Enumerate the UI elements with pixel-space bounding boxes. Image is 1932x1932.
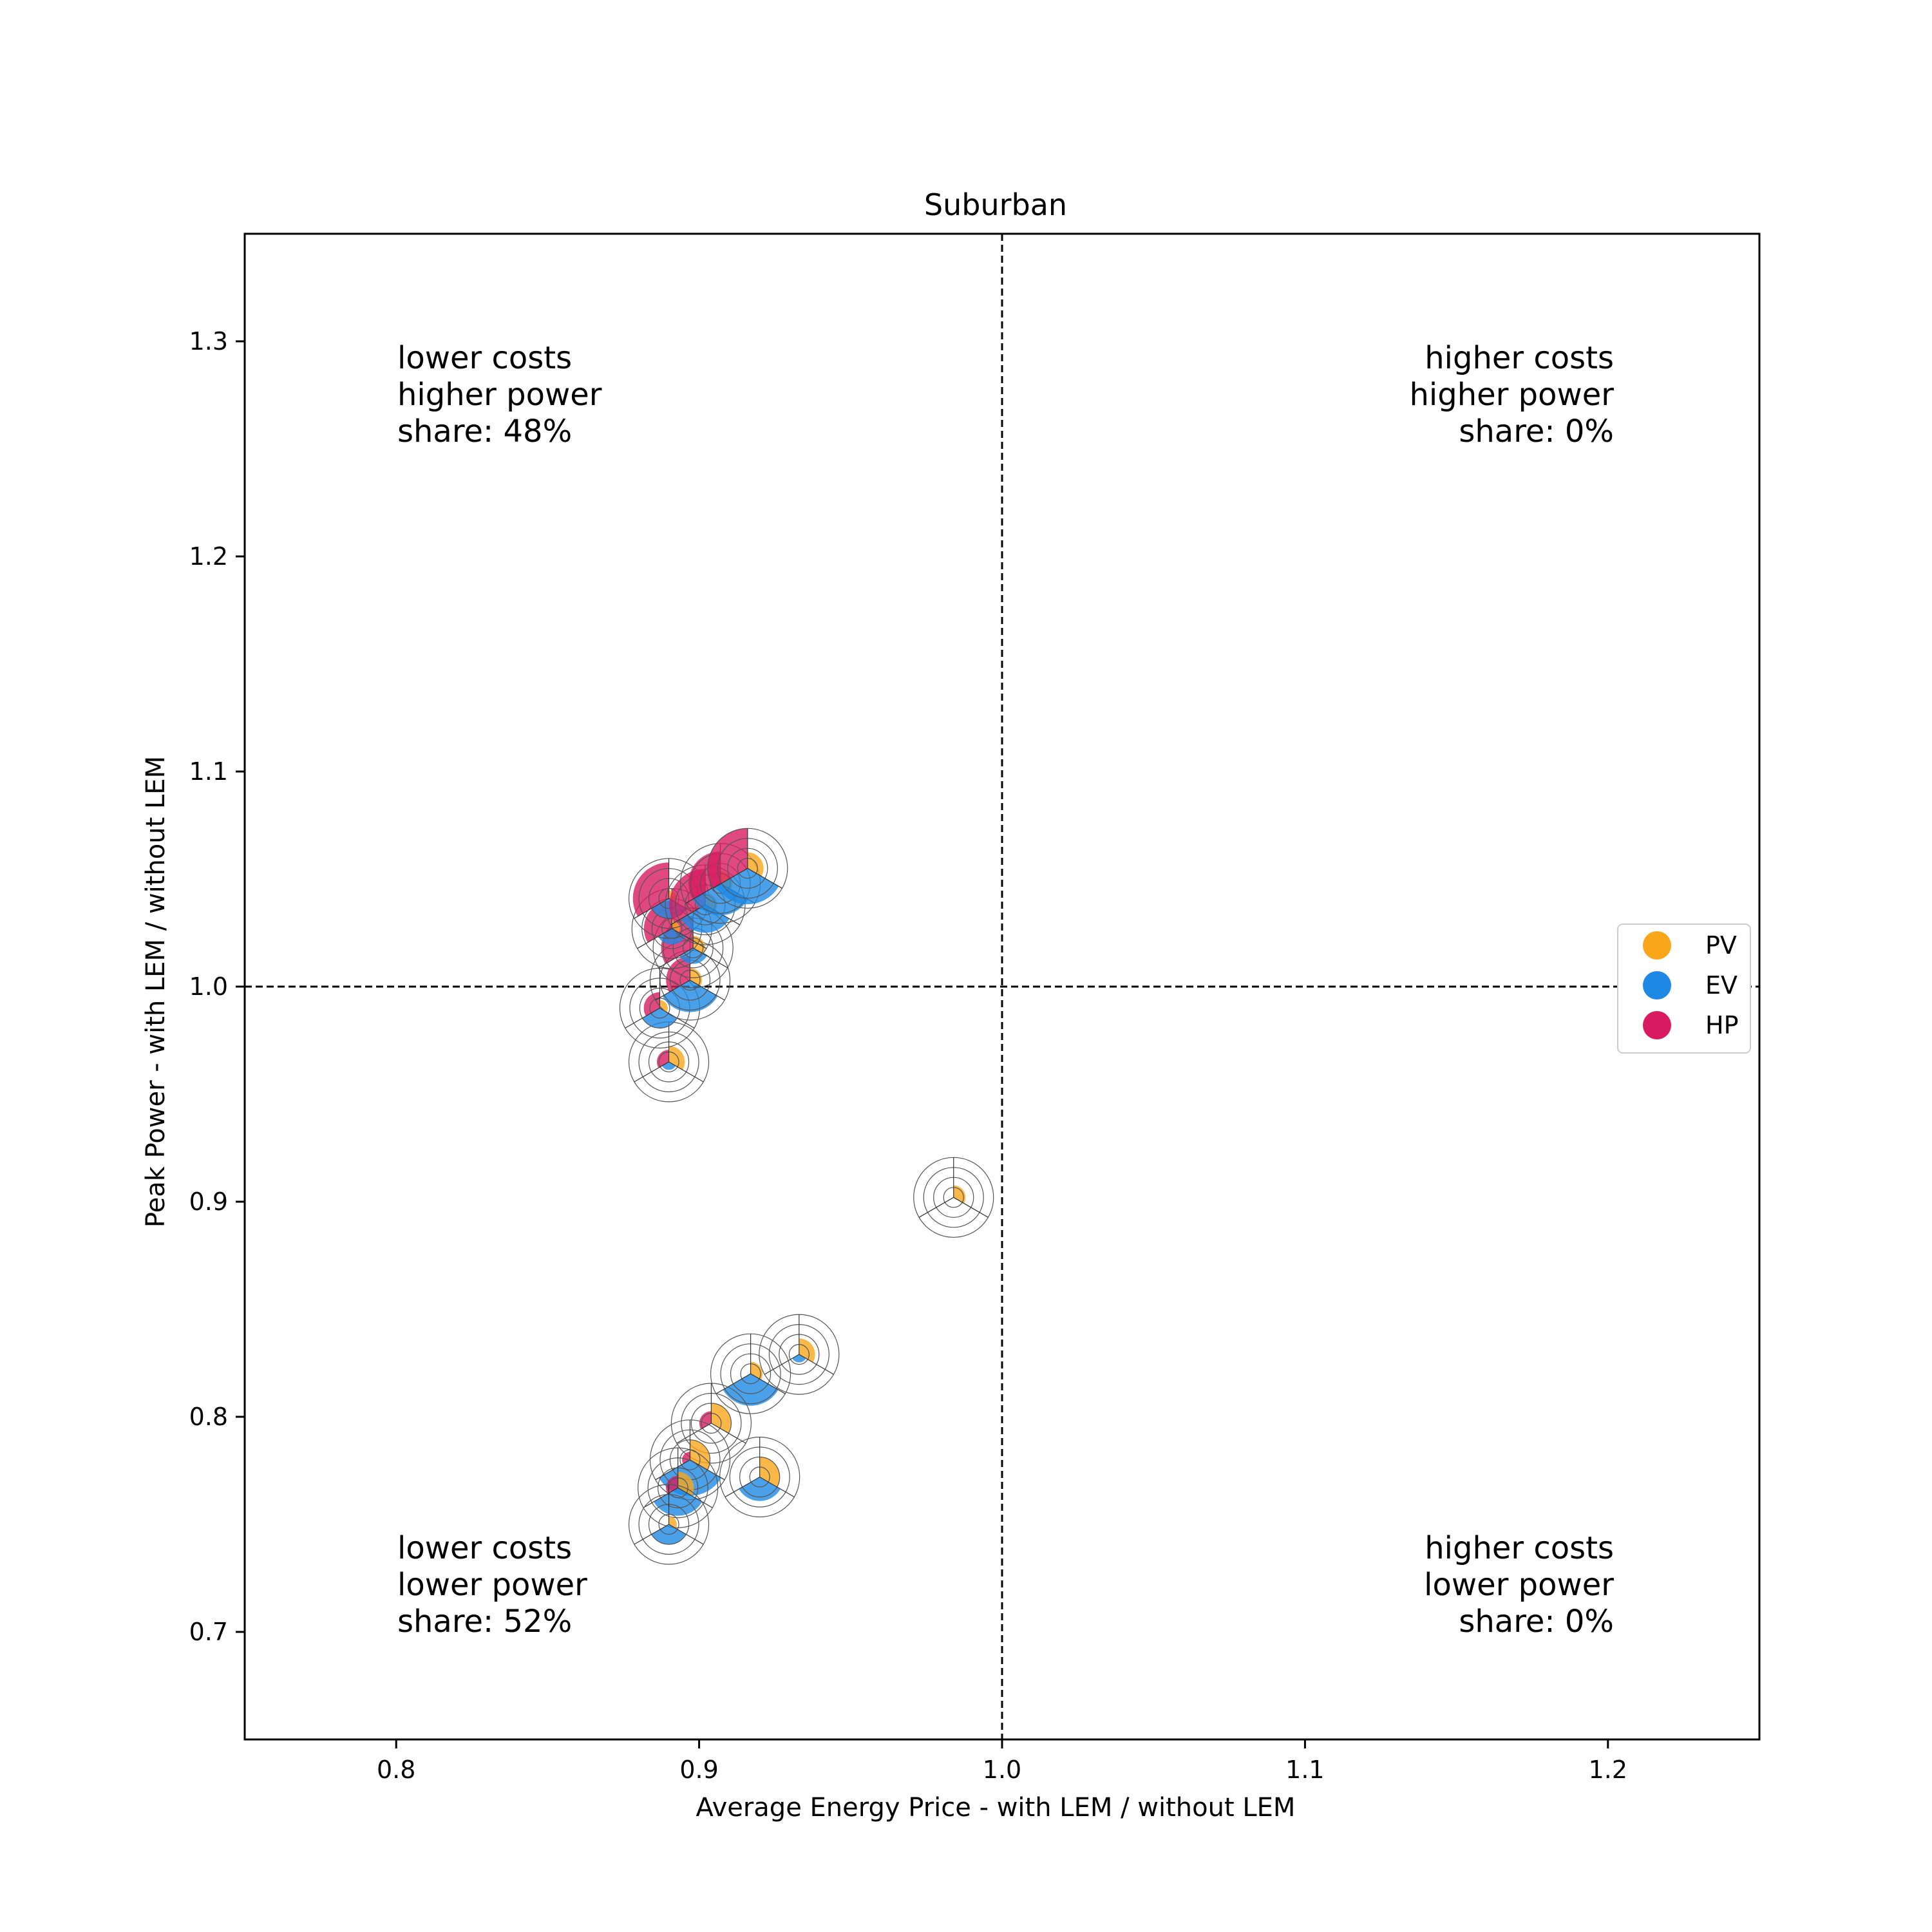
radar-spoke	[625, 1007, 660, 1028]
x-tick-label: 1.2	[1589, 1756, 1627, 1784]
data-points	[619, 828, 994, 1565]
radar-spoke	[670, 904, 706, 925]
radar-spoke	[677, 1487, 713, 1508]
data-point	[638, 1447, 719, 1528]
radar-spoke	[676, 1423, 712, 1444]
radar-spoke	[690, 980, 725, 1001]
reference-lines	[245, 234, 1759, 1739]
quadrant-labels: lower costs higher power share: 48%higher …	[397, 340, 1614, 1640]
radar-spoke	[668, 1061, 704, 1083]
quadrant-label-line: higher costs	[1425, 340, 1614, 376]
quadrant-label-line: share: 52%	[397, 1604, 572, 1640]
radar-spoke	[750, 1373, 786, 1394]
radar-spoke	[637, 928, 672, 949]
y-tick-label: 1.2	[189, 542, 228, 571]
quadrant-label-line: lower costs	[397, 1530, 572, 1566]
radar-spoke	[953, 1197, 989, 1218]
y-tick-label: 0.9	[189, 1188, 228, 1216]
radar-spoke	[759, 1477, 795, 1498]
radar-spoke	[724, 1477, 760, 1498]
data-point	[707, 828, 788, 909]
y-tick-label: 0.7	[189, 1618, 228, 1646]
x-tick-label: 0.8	[377, 1756, 415, 1784]
radar-spoke	[715, 1373, 751, 1394]
quadrant-label-line: lower power	[1424, 1567, 1614, 1603]
radar-spoke	[668, 1524, 704, 1545]
radar-ring	[759, 1314, 840, 1395]
quadrant-label-top-left: lower costs higher power share: 48%	[397, 340, 602, 450]
quadrant-label-line: higher costs	[1425, 1530, 1614, 1566]
radar-spoke	[692, 947, 728, 969]
radar-spoke	[634, 898, 669, 919]
data-point	[628, 1021, 710, 1103]
quadrant-label-line: higher power	[1409, 377, 1614, 413]
data-point	[719, 1436, 800, 1518]
quadrant-label-line: share: 0%	[1459, 413, 1614, 450]
x-tick-label: 1.0	[983, 1756, 1021, 1784]
hp-wedge	[707, 828, 748, 889]
legend: PV EV HP	[1617, 923, 1751, 1054]
y-tick-label: 1.3	[189, 327, 228, 355]
quadrant-label-line: lower power	[397, 1567, 587, 1603]
legend-label-ev: EV	[1705, 971, 1738, 999]
radar-spoke	[747, 867, 782, 889]
radar-spoke	[918, 1197, 954, 1218]
quadrant-label-line: lower costs	[397, 340, 572, 376]
data-point	[628, 1484, 710, 1565]
data-point	[710, 1333, 791, 1414]
quadrant-label-top-right: higher costs higher power share: 0%	[1409, 340, 1614, 450]
data-point	[913, 1157, 994, 1238]
quadrant-label-line: share: 0%	[1459, 1604, 1614, 1640]
quadrant-label-bottom-left: lower costs lower power share: 52%	[397, 1530, 587, 1640]
legend-marker-pv	[1643, 931, 1671, 960]
x-axis-label: Average Energy Price - with LEM / withou…	[696, 1793, 1296, 1823]
radar-spoke	[671, 928, 707, 949]
radar-spoke	[634, 1524, 669, 1545]
quadrant-label-line: share: 48%	[397, 413, 572, 450]
radar-spoke	[655, 980, 690, 1001]
radar-spoke	[711, 1423, 746, 1444]
radar-spoke	[799, 1354, 834, 1375]
ev-wedge	[654, 1488, 703, 1516]
ev-wedge	[681, 905, 730, 933]
data-point	[670, 1383, 752, 1464]
radar-spoke	[634, 1061, 669, 1083]
legend-marker-hp	[1643, 1011, 1671, 1039]
x-tick-label: 0.9	[679, 1756, 718, 1784]
y-tick-label: 1.0	[189, 972, 228, 1001]
legend-marker-ev	[1643, 971, 1671, 999]
legend-label-hp: HP	[1705, 1011, 1739, 1039]
x-tick-label: 1.1	[1285, 1756, 1324, 1784]
axis-ticks: 0.8 0.9 1.0 1.1 1.2 0.7 0.8 0.9 1.0 1.1 1.2 1.3	[189, 327, 1627, 1784]
quadrant-label-line: higher power	[397, 377, 602, 413]
chart-title: Suburban	[924, 187, 1067, 222]
radar-spoke	[712, 867, 748, 889]
radar-spoke	[643, 1487, 678, 1508]
legend-label-pv: PV	[1705, 931, 1737, 960]
data-point	[759, 1314, 840, 1395]
y-axis-label: Peak Power - with LEM / without LEM	[141, 756, 171, 1227]
radar-spoke	[690, 1459, 725, 1481]
y-tick-label: 0.8	[189, 1403, 228, 1431]
quadrant-label-bottom-right: higher costs lower power share: 0%	[1424, 1530, 1614, 1640]
y-tick-label: 1.1	[189, 757, 228, 786]
